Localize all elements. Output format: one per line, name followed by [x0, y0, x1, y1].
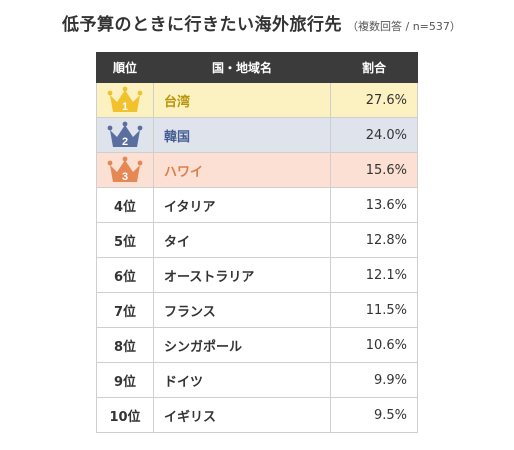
- country-name: 韓国: [153, 117, 331, 153]
- percent-value: 12.1%: [330, 257, 418, 293]
- rank-cell: 6位: [96, 257, 154, 293]
- country-name: オーストラリア: [153, 257, 331, 293]
- crown-gem: [137, 90, 143, 96]
- chart-subtitle: （複数回答 / n=537）: [347, 20, 461, 33]
- rank-cell: 4位: [96, 187, 154, 223]
- gold-crown-icon: 1: [107, 86, 143, 113]
- crown-rank-number: 2: [122, 136, 128, 148]
- crown-gem: [107, 90, 113, 96]
- percent-value: 12.8%: [330, 222, 418, 258]
- rank-cell: 2: [96, 117, 154, 153]
- table-header-row: 順位 国・地域名 割合: [96, 52, 418, 83]
- crown-rank-number: 1: [122, 101, 128, 113]
- bronze-crown-icon: 3: [107, 156, 143, 183]
- header-country: 国・地域名: [153, 52, 331, 83]
- table-row: 9位 ドイツ 9.9%: [96, 362, 418, 398]
- chart-title: 低予算のときに行きたい海外旅行先: [62, 15, 342, 35]
- country-name: 台湾: [153, 82, 331, 118]
- chart-title-row: 低予算のときに行きたい海外旅行先 （複数回答 / n=537）: [62, 10, 502, 36]
- table-row: 4位 イタリア 13.6%: [96, 187, 418, 223]
- rank-cell: 7位: [96, 292, 154, 328]
- country-name: ハワイ: [153, 152, 331, 188]
- table-row: 8位 シンガポール 10.6%: [96, 327, 418, 363]
- crown-gem: [107, 160, 113, 166]
- table-row: 7位 フランス 11.5%: [96, 292, 418, 328]
- ranking-table: 順位 国・地域名 割合 1 台湾 27.6%: [96, 52, 418, 433]
- country-name: タイ: [153, 222, 331, 258]
- table-row: 6位 オーストラリア 12.1%: [96, 257, 418, 293]
- percent-value: 24.0%: [330, 117, 418, 153]
- table-row: 3 ハワイ 15.6%: [96, 152, 418, 188]
- crown-shape: [110, 90, 140, 112]
- rank-cell: 3: [96, 152, 154, 188]
- header-rank: 順位: [96, 52, 154, 83]
- crown-gem: [107, 125, 113, 131]
- country-name: ドイツ: [153, 362, 331, 398]
- header-percent: 割合: [330, 52, 418, 83]
- country-name: フランス: [153, 292, 331, 328]
- rank-cell: 1: [96, 82, 154, 118]
- country-name: イタリア: [153, 187, 331, 223]
- crown-rank-number: 3: [122, 171, 128, 183]
- percent-value: 13.6%: [330, 187, 418, 223]
- country-name: シンガポール: [153, 327, 331, 363]
- table-row: 5位 タイ 12.8%: [96, 222, 418, 258]
- crown-gem: [137, 160, 143, 166]
- percent-value: 9.5%: [330, 397, 418, 433]
- table-row: 2 韓国 24.0%: [96, 117, 418, 153]
- silver-crown-icon: 2: [107, 121, 143, 148]
- table-row: 10位 イギリス 9.5%: [96, 397, 418, 433]
- country-name: イギリス: [153, 397, 331, 433]
- rank-cell: 5位: [96, 222, 154, 258]
- crown-gem: [122, 156, 128, 162]
- crown-shape: [110, 125, 140, 147]
- crown-gem: [122, 86, 128, 92]
- table-row: 1 台湾 27.6%: [96, 82, 418, 118]
- rank-cell: 10位: [96, 397, 154, 433]
- crown-gem: [122, 121, 128, 127]
- rank-cell: 8位: [96, 327, 154, 363]
- crown-gem: [137, 125, 143, 131]
- rank-cell: 9位: [96, 362, 154, 398]
- percent-value: 27.6%: [330, 82, 418, 118]
- crown-shape: [110, 160, 140, 182]
- percent-value: 15.6%: [330, 152, 418, 188]
- percent-value: 11.5%: [330, 292, 418, 328]
- percent-value: 10.6%: [330, 327, 418, 363]
- percent-value: 9.9%: [330, 362, 418, 398]
